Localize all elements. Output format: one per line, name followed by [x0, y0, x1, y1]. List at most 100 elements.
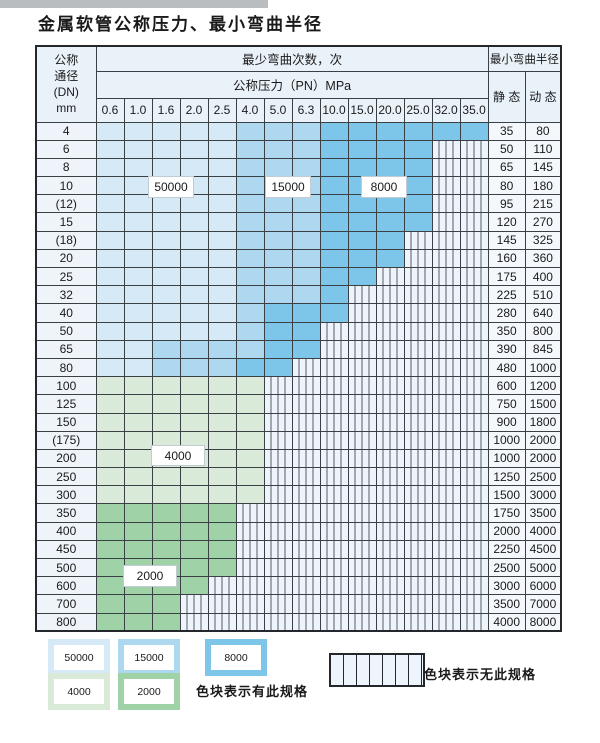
- no-spec-cell: [319, 539, 349, 560]
- table-row: 25 175 400: [35, 266, 562, 287]
- no-spec-cell: [291, 503, 321, 523]
- spec-cell: [95, 521, 125, 541]
- legend-no-spec-swatch: [329, 653, 425, 687]
- no-spec-cell: [235, 612, 265, 632]
- spec-cell: [319, 230, 349, 250]
- no-spec-cell: [235, 539, 265, 560]
- no-spec-cell: [291, 448, 321, 469]
- spec-cell: [403, 121, 433, 141]
- spec-cell: [319, 285, 349, 305]
- spec-cell: [179, 357, 209, 378]
- spec-cell: [151, 321, 181, 341]
- no-spec-cell: [403, 467, 433, 487]
- no-spec-cell: [403, 485, 433, 505]
- no-spec-cell: [431, 139, 461, 159]
- no-spec-cell: [459, 394, 489, 414]
- dn-cell: 40: [35, 303, 97, 323]
- spec-cell: [347, 157, 377, 178]
- spec-cell: [347, 266, 377, 287]
- spec-cell: [179, 266, 209, 287]
- legend-no-spec-note: 色块表示无此规格: [424, 667, 537, 682]
- no-spec-cell: [235, 557, 265, 578]
- no-spec-cell: [431, 503, 461, 523]
- dn-cell: 300: [35, 485, 97, 505]
- dynamic-value-cell: 110: [524, 139, 562, 159]
- no-spec-cell: [431, 557, 461, 578]
- spec-cell: [179, 139, 209, 159]
- spec-cell: [207, 121, 237, 141]
- spec-table: 公称 通径 (DN) mm 最少弯曲次数，次 最小弯曲半径 公称压力（PN）MP…: [35, 45, 563, 633]
- spec-cell: [207, 412, 237, 432]
- no-spec-cell: [459, 266, 489, 287]
- spec-cell: [123, 248, 153, 269]
- spec-cell: [151, 357, 181, 378]
- spec-cell: [123, 485, 153, 505]
- no-spec-cell: [431, 576, 461, 596]
- spec-cell: [207, 485, 237, 505]
- no-spec-cell: [319, 448, 349, 469]
- no-spec-cell: [235, 576, 265, 596]
- no-spec-cell: [319, 612, 349, 632]
- no-spec-cell: [459, 212, 489, 232]
- no-spec-cell: [347, 503, 377, 523]
- table-row: 65 390 845: [35, 339, 562, 359]
- spec-cell: [235, 376, 265, 396]
- pressure-col-header: 32.0: [431, 97, 461, 123]
- dn-cell: 8: [35, 157, 97, 178]
- legend-has-spec-note: 色块表示有此规格: [196, 684, 309, 699]
- pressure-radius-table: 公称 通径 (DN) mm 最少弯曲次数，次 最小弯曲半径 公称压力（PN）MP…: [35, 45, 563, 633]
- no-spec-cell: [403, 576, 433, 596]
- dynamic-value-cell: 1800: [524, 412, 562, 432]
- spec-cell: [95, 430, 125, 450]
- dynamic-value-cell: 80: [524, 121, 562, 141]
- spec-cell: [95, 539, 125, 560]
- static-value-cell: 600: [487, 376, 526, 396]
- no-spec-cell: [291, 467, 321, 487]
- spec-cell: [95, 321, 125, 341]
- spec-cell: [459, 121, 489, 141]
- dynamic-value-cell: 800: [524, 321, 562, 341]
- spec-cell: [235, 139, 265, 159]
- no-spec-cell: [403, 430, 433, 450]
- no-spec-cell: [459, 139, 489, 159]
- legend-swatch-4000: 4000: [48, 673, 110, 710]
- spec-cell: [151, 139, 181, 159]
- spec-cell: [95, 412, 125, 432]
- no-spec-cell: [347, 285, 377, 305]
- legend-swatch-15000: 15000: [118, 639, 180, 676]
- dynamic-value-cell: 1000: [524, 357, 562, 378]
- no-spec-cell: [347, 321, 377, 341]
- no-spec-cell: [347, 521, 377, 541]
- spec-cell: [179, 394, 209, 414]
- spec-cell: [95, 612, 125, 632]
- spec-cell: [235, 339, 265, 359]
- table-row: 250 1250 2500: [35, 467, 562, 487]
- pressure-col-header: 25.0: [403, 97, 433, 123]
- no-spec-cell: [403, 448, 433, 469]
- spec-cell: [95, 376, 125, 396]
- spec-cell: [319, 139, 349, 159]
- table-row: 32 225 510: [35, 285, 562, 305]
- corner-line: 通径: [54, 69, 79, 84]
- no-spec-cell: [375, 394, 405, 414]
- static-value-cell: 480: [487, 357, 526, 378]
- pressure-col-header: 4.0: [235, 97, 265, 123]
- spec-cell: [95, 176, 125, 196]
- spec-cell: [291, 321, 321, 341]
- static-value-cell: 3000: [487, 576, 526, 596]
- pressure-col-header: 1.0: [123, 97, 153, 123]
- spec-cell: [263, 248, 293, 269]
- no-spec-cell: [375, 357, 405, 378]
- table-row: 450 2250 4500: [35, 539, 562, 560]
- legend-swatch-50000: 50000: [48, 639, 110, 676]
- no-spec-cell: [403, 285, 433, 305]
- no-spec-cell: [431, 157, 461, 178]
- dn-cell: 80: [35, 357, 97, 378]
- table-row: 500 2500 5000: [35, 557, 562, 578]
- spec-cell: [235, 176, 265, 196]
- no-spec-cell: [347, 339, 377, 359]
- corner-line: 公称: [54, 53, 79, 68]
- spec-cell: [179, 503, 209, 523]
- spec-cell: [375, 157, 405, 178]
- spec-cell: [207, 266, 237, 287]
